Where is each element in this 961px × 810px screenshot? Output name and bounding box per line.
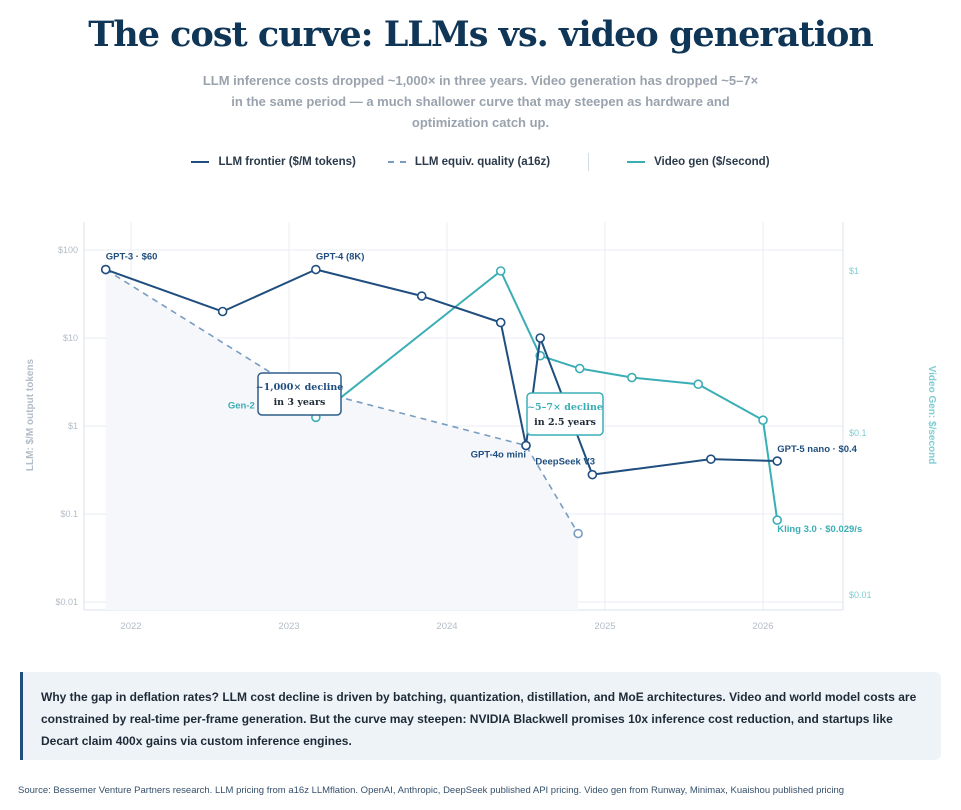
- legend-swatch-dashed: [387, 161, 406, 163]
- legend-item-video-gen: Video gen ($/second): [627, 156, 770, 168]
- x-tick-label: 2026: [752, 621, 773, 632]
- left-tick-label: $0.1: [60, 509, 78, 519]
- data-point-llm-frontier: [706, 454, 716, 464]
- annotation-line2: in 2.5 years: [534, 417, 596, 428]
- x-tick-label: 2025: [594, 621, 615, 632]
- right-tick-label: $0.1: [849, 428, 867, 438]
- legend-swatch-solid: [191, 161, 210, 163]
- data-point-llm-frontier: [535, 333, 546, 343]
- data-point-video-gen: [574, 363, 585, 374]
- annotation-line1: ~1,000× decline: [256, 382, 344, 393]
- legend-item-llm-equiv: LLM equiv. quality (a16z): [387, 156, 551, 168]
- data-point-llm-equiv: [573, 528, 583, 539]
- point-label: GPT-4o mini: [471, 450, 526, 461]
- source-note: Source: Bessemer Venture Partners resear…: [18, 785, 845, 796]
- x-tick-label: 2022: [120, 621, 141, 632]
- left-axis-title: LLM: $/M output tokens: [25, 358, 36, 471]
- series-line-video-gen: [315, 270, 779, 521]
- left-tick-label: $100: [58, 245, 78, 255]
- data-point-llm-frontier: [416, 291, 427, 301]
- chart-legend: LLM frontier ($/M tokens) LLM equiv. qua…: [0, 153, 961, 171]
- data-point-llm-frontier: [772, 456, 783, 466]
- legend-label: LLM equiv. quality (a16z): [414, 156, 551, 168]
- annotation-line1: ~5–7× decline: [527, 402, 603, 413]
- annotation-line2: in 3 years: [274, 397, 326, 408]
- legend-divider: [588, 153, 590, 171]
- legend-item-llm-frontier: LLM frontier ($/M tokens): [191, 156, 356, 168]
- x-tick-label: 2023: [278, 621, 299, 632]
- right-axis-title: Video Gen: $/second: [926, 366, 937, 465]
- left-tick-label: $1: [68, 421, 78, 431]
- data-point-llm-frontier: [217, 306, 228, 317]
- data-point-llm-frontier: [495, 317, 506, 328]
- data-point-llm-frontier: [587, 469, 598, 480]
- point-label: DeepSeek V3: [535, 457, 595, 468]
- right-tick-label: $0.01: [849, 590, 872, 600]
- left-tick-label: $10: [63, 333, 78, 343]
- data-point-llm-frontier: [100, 264, 111, 275]
- equiv-area-fill: [105, 269, 579, 610]
- series-line-llm-frontier: [105, 268, 778, 476]
- point-label: GPT-4 (8K): [316, 252, 365, 263]
- data-point-llm-frontier: [311, 264, 321, 275]
- data-point-video-gen: [772, 515, 783, 525]
- right-tick-label: $1: [849, 266, 859, 276]
- legend-label: LLM frontier ($/M tokens): [218, 156, 356, 168]
- data-point-llm-frontier: [521, 440, 531, 451]
- data-point-video-gen: [495, 266, 506, 276]
- annotation-box: [526, 392, 604, 436]
- data-point-video-gen: [693, 379, 704, 390]
- point-label: GPT-5 nano · $0.4: [777, 444, 857, 455]
- annotation-box: [257, 372, 342, 416]
- page-title: The cost curve: LLMs vs. video generatio…: [88, 14, 874, 55]
- cost-curve-chart: $100 $10 $1 $0.1 $0.01 2022 2023 2024 2025 2026 $1…: [25, 222, 937, 632]
- left-tick-label: $0.01: [55, 597, 78, 607]
- data-point-video-gen: [627, 372, 637, 383]
- legend-swatch-teal: [627, 161, 646, 163]
- page-subtitle: LLM inference costs dropped ~1,000× in t…: [202, 73, 759, 130]
- legend-label: Video gen ($/second): [654, 156, 770, 168]
- data-point-video-gen: [758, 415, 768, 425]
- point-label: GPT-3 · $60: [106, 252, 158, 263]
- x-tick-label: 2024: [436, 621, 457, 632]
- insight-callout: Why the gap in deflation rates? LLM cost…: [20, 672, 941, 760]
- point-label: Gen-2 (: [228, 400, 262, 411]
- point-label: Kling 3.0 · $0.029/s: [777, 524, 862, 535]
